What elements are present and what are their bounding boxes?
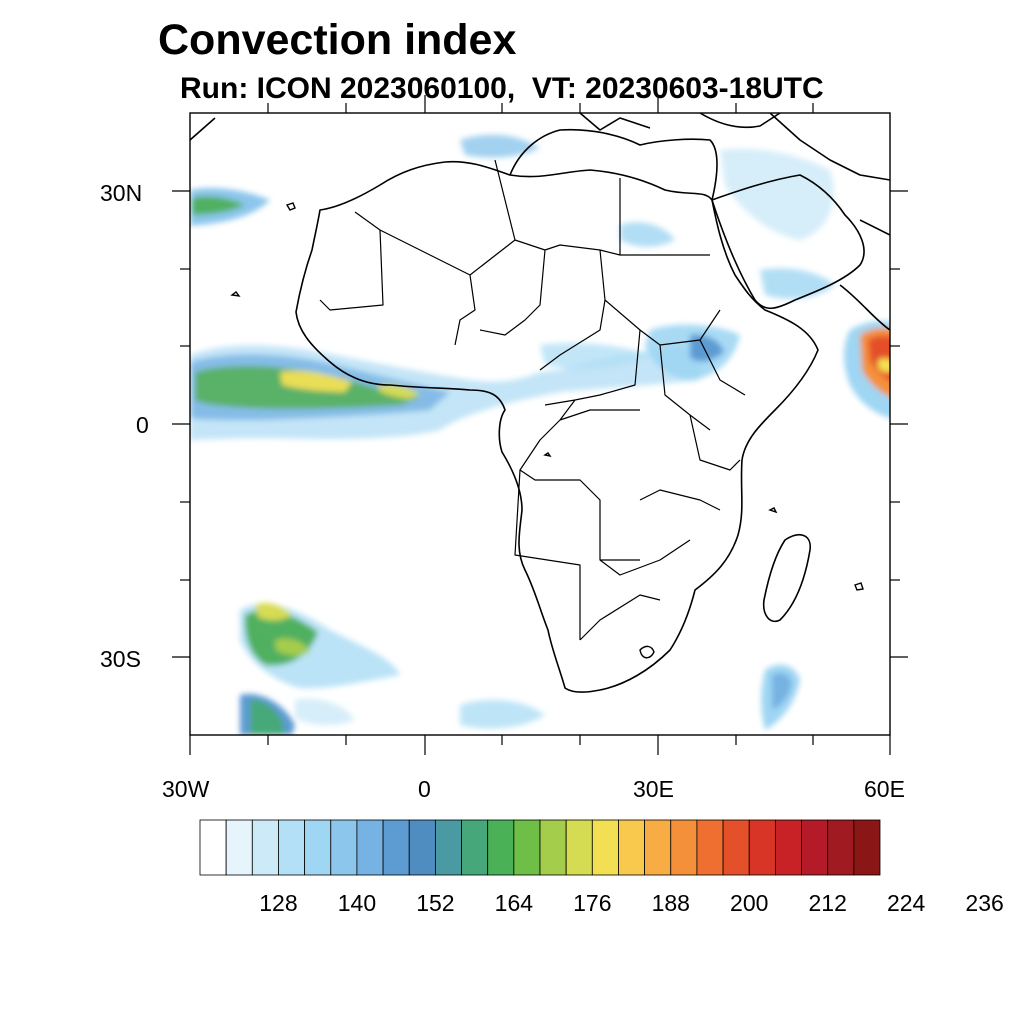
colorbar-swatch (591, 819, 619, 876)
convection-field (190, 134, 890, 735)
lat-label-0: 0 (136, 412, 149, 438)
plot-title: Convection index (158, 16, 517, 64)
colorbar-swatch (513, 819, 541, 876)
colorbar-swatch (356, 819, 384, 876)
colorbar (199, 819, 881, 876)
colorbar-swatch (618, 819, 646, 876)
field-yellow (280, 370, 352, 392)
colorbar-tick-label: 128 (259, 890, 298, 916)
colorbar-swatch (225, 819, 253, 876)
colorbar-swatch (382, 819, 410, 876)
lat-label-30n: 30N (100, 180, 143, 206)
islands (230, 202, 864, 659)
colorbar-swatch (774, 819, 802, 876)
lat-label-30s: 30S (100, 646, 141, 672)
lon-label-60e: 60E (864, 776, 905, 802)
colorbar-swatch (722, 819, 750, 876)
colorbar-swatch (853, 819, 881, 876)
colorbar-swatch (251, 819, 279, 876)
colorbar-tick-label: 164 (494, 890, 534, 916)
colorbar-tick-label: 152 (416, 890, 455, 916)
colorbar-tick-label: 140 (337, 890, 377, 916)
colorbar-swatch (487, 819, 515, 876)
field-sahel (540, 343, 650, 369)
colorbar-swatch (461, 819, 489, 876)
colorbar-swatch (827, 819, 855, 876)
colorbar-swatch (801, 819, 829, 876)
africa-coastline (295, 160, 819, 693)
lon-label-0: 0 (418, 776, 431, 802)
map-frame (190, 113, 890, 735)
mediterranean-coast (509, 128, 718, 201)
colorbar-swatch (199, 819, 227, 876)
plot-subtitle: Run: ICON 2023060100, VT: 20230603-18UTC (180, 72, 824, 105)
map-ticks (172, 95, 908, 755)
colorbar-swatch (696, 819, 724, 876)
colorbar-tick-label: 200 (730, 890, 769, 916)
colorbar-tick-label: 224 (886, 890, 926, 916)
lon-label-30e: 30E (633, 776, 674, 802)
colorbar-tick-label: 176 (573, 890, 612, 916)
colorbar-tick-label: 212 (808, 890, 847, 916)
field-yellow-2 (378, 384, 420, 399)
colorbar-swatch (408, 819, 436, 876)
madagascar (762, 534, 811, 622)
colorbar-tick-label: 188 (651, 890, 690, 916)
colorbar-swatch (304, 819, 332, 876)
colorbar-swatch (434, 819, 462, 876)
field-north-africa (460, 134, 540, 158)
colorbar-swatch (748, 819, 776, 876)
coastlines-borders (190, 113, 890, 693)
field-south-mid (460, 699, 545, 729)
lon-label-30w: 30W (162, 776, 210, 802)
colorbar-swatch (278, 819, 306, 876)
colorbar-swatch (565, 819, 593, 876)
country-borders (319, 159, 746, 641)
colorbar-swatch (539, 819, 567, 876)
field-arabia (720, 148, 834, 240)
arabia-coast (711, 174, 865, 310)
colorbar-swatch (644, 819, 672, 876)
colorbar-tick-label: 236 (965, 890, 1004, 916)
colorbar-swatch (670, 819, 698, 876)
colorbar-swatch (330, 819, 358, 876)
